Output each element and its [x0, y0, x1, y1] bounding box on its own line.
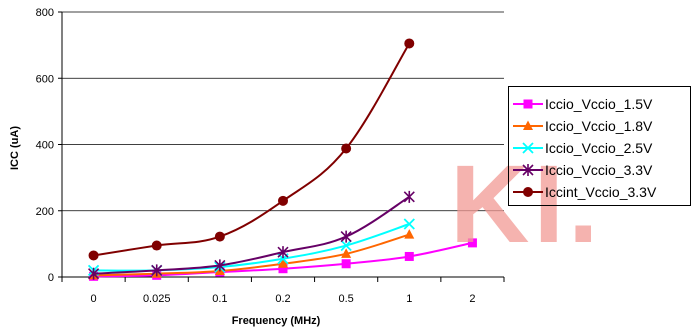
- series-3: [88, 190, 415, 280]
- series-4: [88, 38, 415, 261]
- data-point: [277, 246, 289, 259]
- data-point: [278, 195, 288, 206]
- x-axis-label: Frequency (MHz): [232, 315, 321, 327]
- legend-swatch: [513, 142, 543, 154]
- x-tick-label: 0.1: [212, 293, 227, 305]
- data-point: [88, 250, 99, 261]
- legend-swatch: [513, 99, 543, 109]
- data-point: [278, 258, 288, 268]
- data-point: [341, 259, 351, 269]
- series-lines: [87, 38, 477, 281]
- y-axis-ticks: 0 200 400 600 800: [36, 7, 62, 284]
- legend-swatch-marker: [523, 187, 533, 197]
- x-tick-label: 0.025: [143, 293, 171, 305]
- data-point: [404, 38, 415, 49]
- data-point: [403, 218, 415, 230]
- legend-item: Iccint_Vccio_3.3V: [509, 181, 656, 203]
- x-tick-label: 0.2: [275, 293, 290, 305]
- legend-item: Iccio_Vccio_1.8V: [509, 115, 652, 137]
- data-point: [341, 248, 352, 258]
- x-tick-label: 0: [91, 293, 97, 305]
- data-point: [340, 239, 352, 252]
- data-point: [404, 229, 415, 239]
- series-line: [93, 195, 410, 275]
- legend: Iccio_Vccio_1.5V Iccio_Vccio_1.8V Iccio_Vc…: [508, 86, 691, 206]
- legend-label: Iccio_Vccio_2.5V: [545, 140, 653, 156]
- legend-label: Iccio_Vccio_3.3V: [545, 162, 653, 178]
- data-point: [151, 264, 163, 277]
- data-point: [341, 143, 352, 154]
- data-point: [340, 230, 352, 243]
- x-tick-label: 2: [469, 293, 475, 305]
- legend-swatch-marker: [523, 99, 533, 109]
- legend-label: Iccint_Vccio_3.3V: [545, 184, 657, 200]
- legend-swatch-marker: [522, 142, 534, 154]
- y-tick-label: 600: [36, 73, 54, 85]
- legend-item: Iccio_Vccio_3.3V: [509, 159, 652, 181]
- data-point: [214, 259, 226, 272]
- data-point: [151, 240, 162, 251]
- legend-swatch-marker: [522, 164, 534, 176]
- legend-label: Iccio_Vccio_1.8V: [545, 118, 653, 134]
- legend-swatch-marker: [523, 120, 533, 130]
- x-tick-label: 1: [406, 293, 412, 305]
- y-tick-label: 0: [48, 272, 54, 284]
- data-point: [403, 190, 415, 203]
- y-tick-label: 200: [36, 206, 54, 218]
- legend-swatch: [513, 187, 543, 197]
- legend-swatch: [513, 164, 543, 176]
- y-axis-label: ICC (uA): [9, 126, 21, 170]
- data-point: [467, 238, 477, 248]
- data-point: [88, 267, 100, 280]
- x-tick-label: 0.5: [338, 293, 353, 305]
- legend-item: Iccio_Vccio_2.5V: [509, 137, 652, 159]
- data-point: [214, 231, 225, 242]
- gridlines: [62, 11, 504, 212]
- data-point: [278, 264, 288, 274]
- y-tick-label: 800: [36, 7, 54, 19]
- x-axis-ticks: 0 0.025 0.1 0.2 0.5 1 2: [61, 277, 505, 305]
- legend-item: Iccio_Vccio_1.5V: [509, 93, 652, 115]
- y-tick-label: 400: [36, 140, 54, 152]
- legend-swatch: [513, 120, 543, 130]
- data-point: [404, 251, 414, 261]
- legend-label: Iccio_Vccio_1.5V: [545, 96, 653, 112]
